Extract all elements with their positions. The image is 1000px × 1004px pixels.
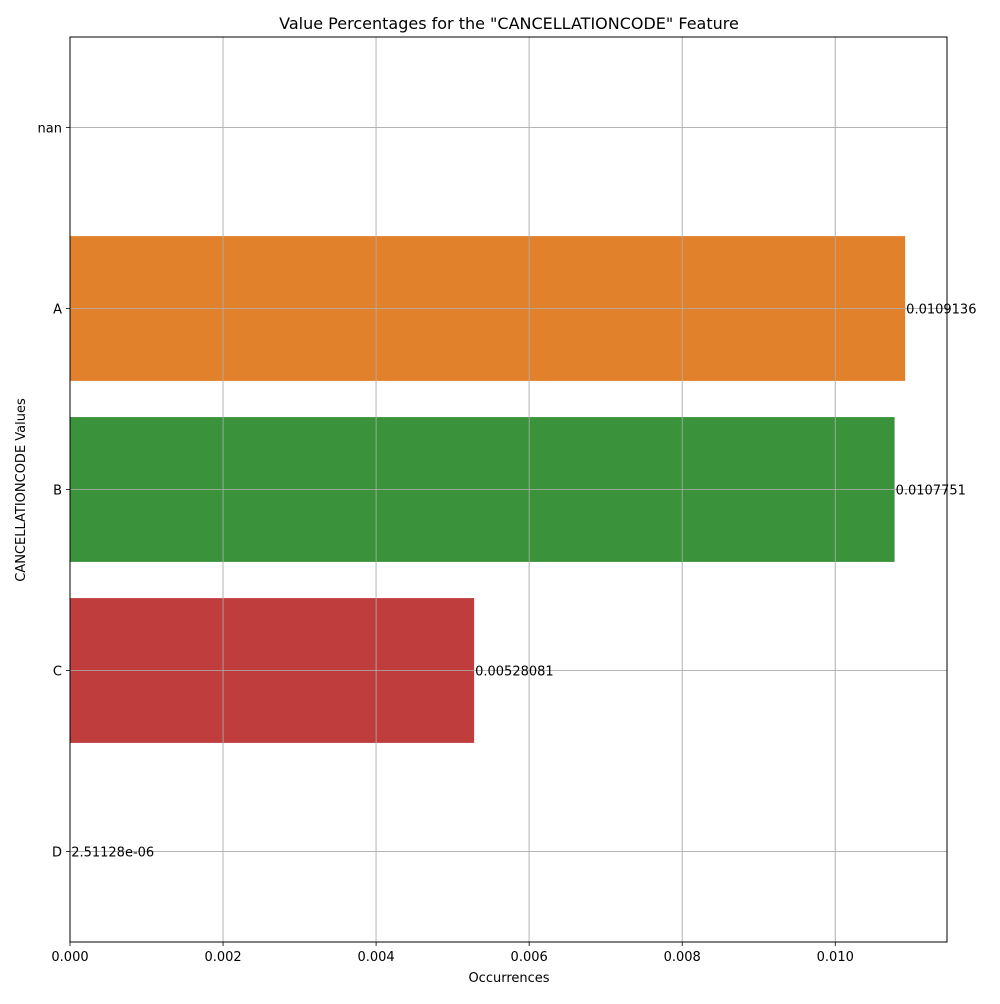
x-tick-label: 0.006	[511, 950, 548, 965]
x-tick-label: 0.002	[204, 950, 241, 965]
data-label-D: 2.51128e-06	[71, 846, 154, 861]
x-tick-label: 0.010	[817, 950, 854, 965]
chart-title: Value Percentages for the "CANCELLATIONC…	[279, 14, 739, 33]
x-tick-label: 0.000	[51, 950, 88, 965]
y-tick-label: D	[52, 846, 62, 861]
y-tick-label: nan	[38, 122, 62, 137]
y-tick-label: A	[53, 303, 62, 318]
y-tick-label: C	[53, 665, 62, 680]
y-axis-label: CANCELLATIONCODE Values	[14, 398, 29, 582]
x-axis-label: Occurrences	[468, 971, 549, 986]
x-tick-label: 0.004	[357, 950, 394, 965]
x-tick-label: 0.008	[664, 950, 701, 965]
data-label-A: 0.0109136	[906, 303, 976, 318]
y-tick-label: B	[53, 484, 62, 499]
data-label-B: 0.0107751	[896, 484, 966, 499]
data-label-C: 0.00528081	[475, 665, 554, 680]
